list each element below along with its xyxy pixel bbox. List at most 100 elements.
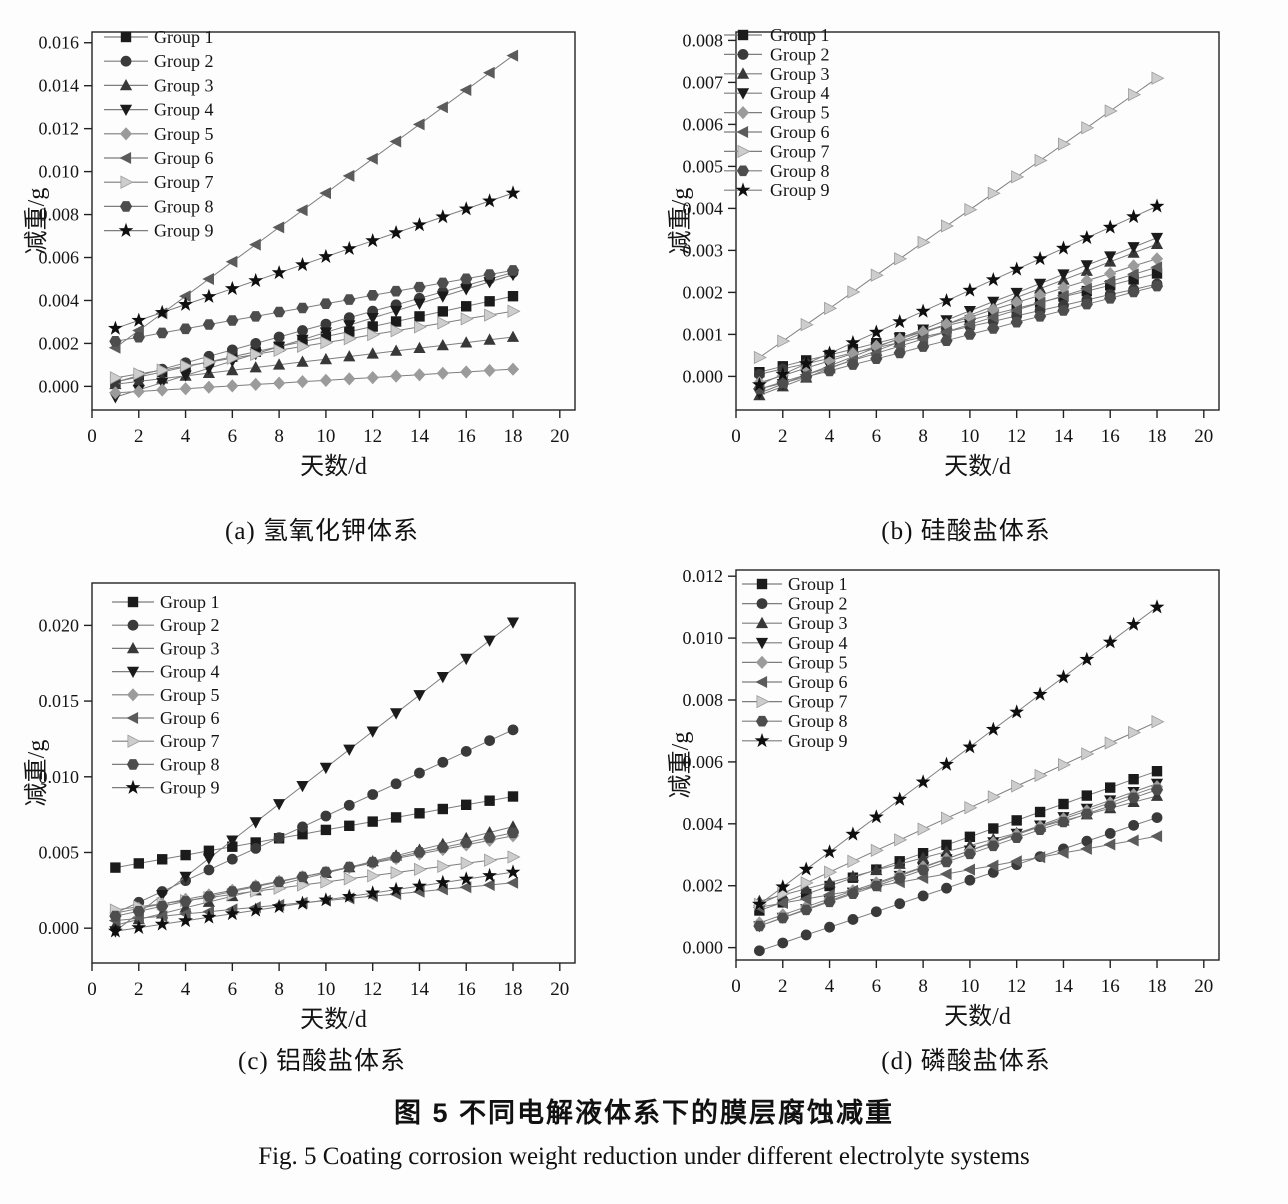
hexagon-marker	[870, 880, 883, 892]
svg-text:0.007: 0.007	[683, 72, 724, 92]
legend-label: Group 9	[788, 731, 848, 751]
diamond-marker	[1104, 266, 1117, 281]
triangle-right-marker	[437, 316, 451, 330]
star-marker	[1056, 669, 1071, 684]
legend-label: Group 9	[160, 778, 220, 798]
triangle-left-marker	[389, 135, 402, 148]
diamond-marker	[109, 386, 122, 400]
square-marker	[507, 791, 519, 802]
triangle-down-marker	[1010, 287, 1023, 300]
series-group-7	[753, 715, 1165, 911]
triangle-left-marker	[776, 897, 788, 909]
hexagon-marker	[226, 315, 239, 326]
svg-text:14: 14	[410, 979, 430, 1000]
hexagon-marker	[460, 837, 473, 848]
svg-text:16: 16	[457, 426, 476, 447]
diamond-marker	[132, 384, 145, 399]
triangle-right-marker	[753, 350, 767, 365]
triangle-left-marker	[483, 66, 495, 79]
square-marker	[461, 799, 472, 810]
triangle-right-marker	[1034, 768, 1048, 783]
square-marker	[1128, 774, 1139, 785]
hexagon-marker	[460, 273, 473, 285]
svg-text:18: 18	[504, 426, 523, 447]
hexagon-marker	[776, 377, 789, 389]
square-marker	[320, 824, 332, 836]
diamond-marker	[343, 372, 356, 386]
legend-label: Group 6	[154, 148, 214, 168]
square-marker	[941, 839, 952, 851]
diamond-marker	[156, 383, 169, 397]
svg-text:4: 4	[181, 426, 191, 447]
circle-marker	[437, 756, 449, 768]
svg-text:0.015: 0.015	[39, 691, 80, 711]
star-marker	[939, 293, 954, 308]
square-marker	[367, 321, 378, 332]
triangle-down-marker	[506, 617, 520, 629]
square-marker	[390, 812, 402, 823]
hexagon-marker	[917, 341, 930, 352]
triangle-left-marker	[342, 169, 355, 182]
hexagon-marker	[119, 201, 133, 212]
star-marker	[798, 861, 814, 876]
hexagon-marker	[987, 323, 1000, 334]
legend-label: Group 4	[788, 633, 848, 653]
y-axis-label: 减重/g	[23, 188, 50, 255]
hexagon-marker	[755, 715, 769, 727]
star-marker	[868, 324, 884, 339]
triangle-right-marker	[987, 186, 1001, 200]
circle-marker	[297, 821, 308, 833]
hexagon-marker	[823, 896, 836, 908]
circle-marker	[250, 338, 262, 349]
triangle-up-marker	[249, 361, 262, 373]
hexagon-marker	[963, 329, 976, 340]
circle-marker	[203, 864, 215, 876]
triangle-down-marker	[202, 853, 215, 865]
triangle-right-marker	[156, 363, 170, 377]
diamond-marker	[483, 363, 496, 378]
svg-text:0.001: 0.001	[683, 324, 724, 344]
legend-label: Group 8	[160, 754, 220, 774]
diamond-marker	[460, 365, 473, 379]
hexagon-marker	[179, 323, 192, 335]
svg-text:0: 0	[731, 426, 741, 447]
triangle-left-marker	[1103, 838, 1116, 851]
triangle-down-marker	[156, 890, 169, 902]
triangle-left-marker	[986, 311, 999, 324]
diamond-marker	[366, 371, 379, 385]
svg-text:0.005: 0.005	[39, 842, 80, 862]
triangle-up-marker	[483, 333, 496, 345]
triangle-down-marker	[1057, 269, 1070, 281]
star-marker	[822, 844, 837, 859]
hexagon-marker	[1104, 293, 1117, 304]
triangle-left-marker	[272, 221, 285, 234]
triangle-left-marker	[179, 907, 191, 920]
square-marker	[1081, 790, 1092, 801]
square-marker	[756, 578, 768, 590]
x-axis-label: 天数/d	[300, 1006, 367, 1033]
circle-marker	[756, 598, 768, 609]
x-axis: 0 2 4 6 8 10 12 14 16 18 20	[87, 410, 569, 447]
triangle-right-marker	[273, 343, 287, 357]
svg-text:0.005: 0.005	[683, 156, 724, 176]
triangle-right-marker	[737, 144, 751, 159]
triangle-left-marker	[1056, 289, 1069, 302]
triangle-right-marker	[1081, 121, 1095, 135]
legend-label: Group 3	[160, 638, 220, 658]
triangle-down-marker	[460, 653, 473, 666]
triangle-down-marker	[249, 817, 262, 829]
hexagon-marker	[109, 910, 122, 922]
y-axis-label: 减重/g	[667, 732, 694, 799]
star-marker	[178, 913, 193, 928]
svg-text:12: 12	[1007, 976, 1026, 997]
series-group-3	[109, 820, 520, 931]
hexagon-marker	[940, 335, 953, 346]
svg-text:2: 2	[778, 426, 788, 447]
x-axis: 0 2 4 6 8 10 12 14 16 18 20	[87, 963, 569, 1000]
triangle-left-marker	[155, 910, 168, 923]
triangle-down-marker	[413, 690, 426, 702]
star-marker	[1102, 634, 1118, 649]
diamond-marker	[436, 366, 449, 380]
hexagon-marker	[390, 852, 403, 863]
diamond-marker	[249, 377, 262, 391]
